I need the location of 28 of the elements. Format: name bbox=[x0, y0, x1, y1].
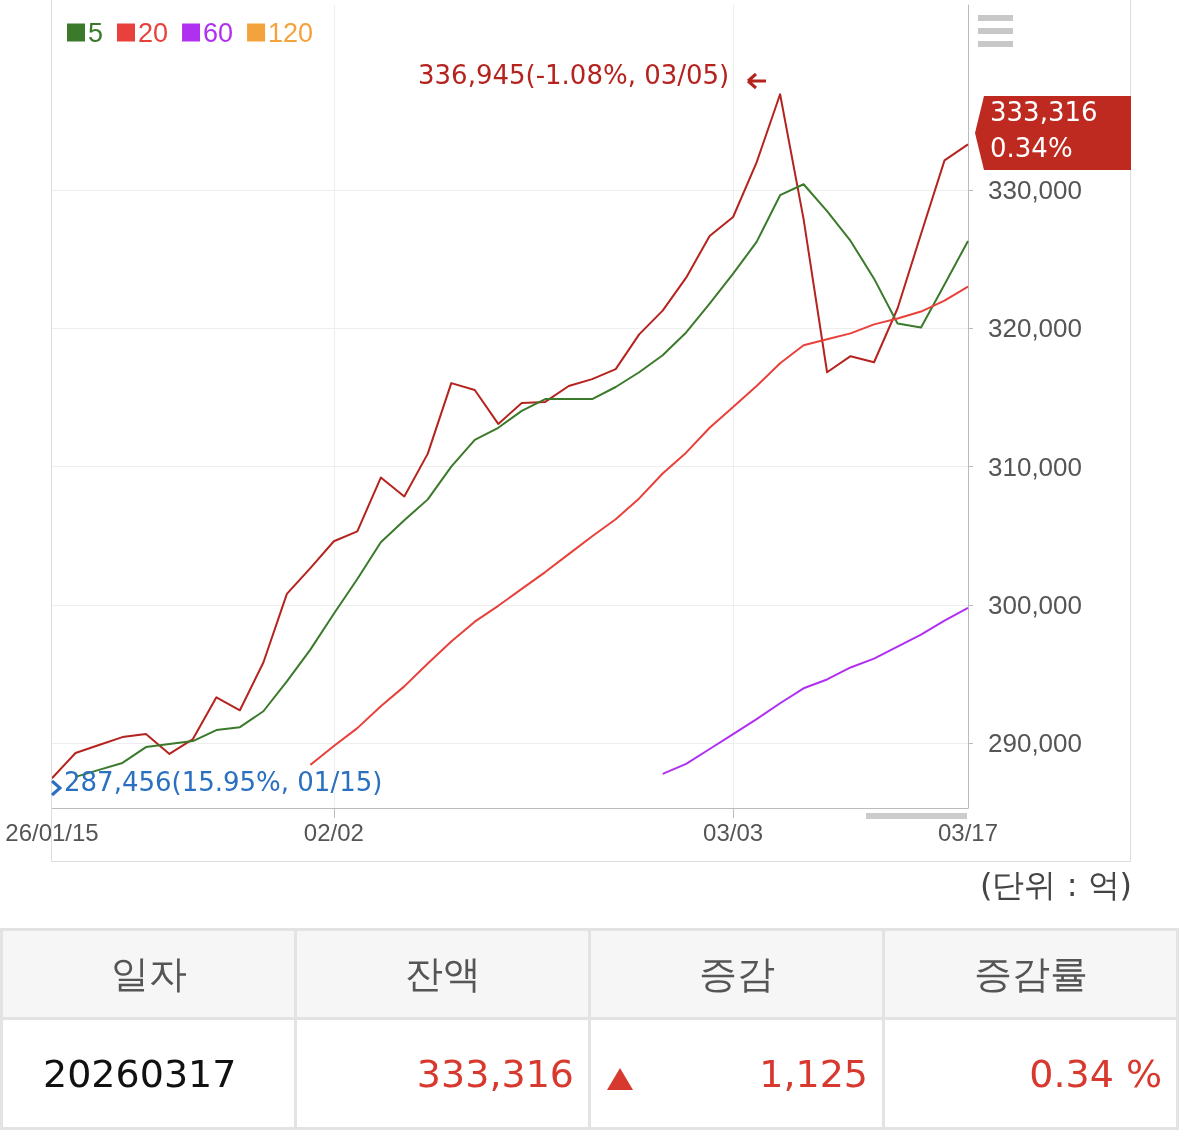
text: 증감률 bbox=[973, 951, 1088, 996]
line-series bbox=[309, 285, 969, 766]
legend-label: 60 bbox=[203, 17, 234, 48]
annotation: 336,945(-1.08%, 03/05) bbox=[418, 60, 730, 90]
text: 0.34% bbox=[990, 133, 1073, 163]
y-tick-label: 290,000 bbox=[988, 728, 1082, 759]
text: 일자 bbox=[110, 951, 187, 996]
text: 0.34 % bbox=[1029, 1051, 1162, 1096]
text: 잔액 bbox=[404, 951, 481, 996]
y-tick-label: 310,000 bbox=[988, 451, 1082, 482]
x-tick-label: 03/03 bbox=[703, 818, 764, 846]
y-tick-label: 300,000 bbox=[988, 589, 1082, 620]
annotation: 287,456(15.95%, 01/15) bbox=[64, 767, 383, 797]
legend-label: 120 bbox=[268, 17, 314, 48]
x-tick-label: 26/01/15 bbox=[5, 818, 99, 846]
x-tick-label: 02/02 bbox=[303, 818, 364, 846]
text: (단위 : 억) bbox=[980, 865, 1133, 906]
line-series bbox=[661, 606, 969, 775]
text: 333,316 bbox=[990, 97, 1098, 127]
text: 증감 bbox=[698, 951, 775, 996]
y-tick-label: 320,000 bbox=[988, 313, 1082, 344]
y-tick-label: 330,000 bbox=[988, 175, 1082, 206]
text: 1,125 bbox=[759, 1051, 868, 1096]
legend-label: 20 bbox=[138, 17, 169, 48]
legend-label: 5 bbox=[88, 17, 104, 48]
x-tick-label: 03/17 bbox=[937, 818, 999, 846]
text: 20260317 bbox=[43, 1051, 237, 1096]
text: 333,316 bbox=[416, 1051, 574, 1096]
